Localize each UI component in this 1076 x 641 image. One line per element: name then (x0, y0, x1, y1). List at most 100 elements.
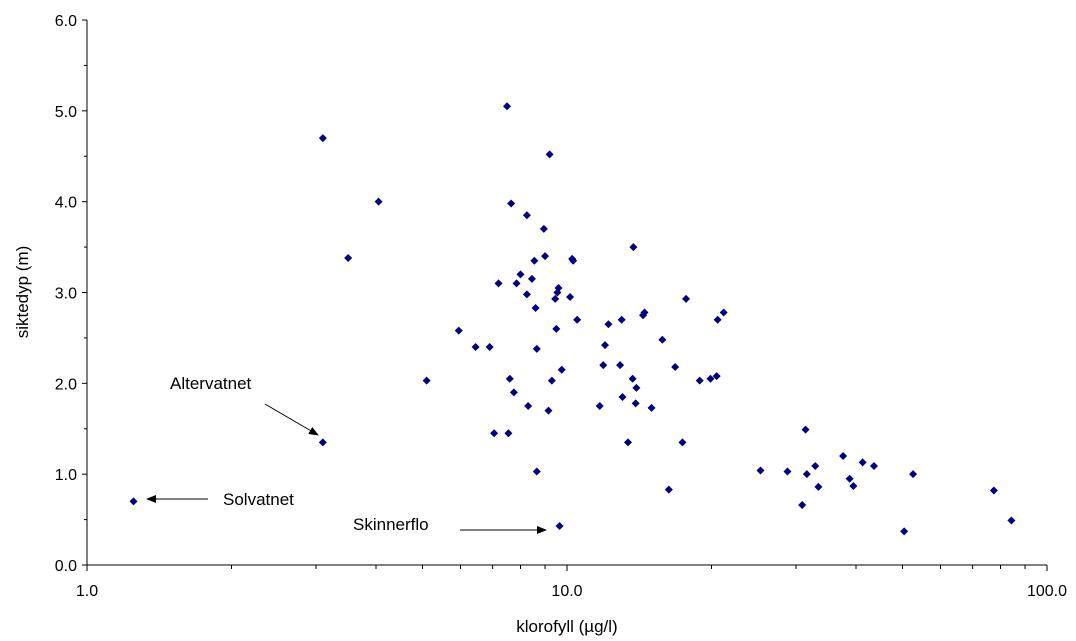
data-point (490, 429, 499, 438)
data-point (858, 458, 867, 467)
data-point (551, 294, 560, 303)
data-point (682, 294, 691, 303)
data-point (814, 482, 823, 491)
data-point (503, 102, 512, 111)
data-point (509, 388, 518, 397)
data-point (604, 320, 613, 329)
annotation-label-solvatnet: Solvatnet (223, 490, 294, 509)
data-point (658, 335, 667, 344)
data-point (802, 470, 811, 479)
data-point (706, 374, 715, 383)
data-point (849, 481, 858, 490)
data-point (522, 211, 531, 220)
data-point (318, 134, 327, 143)
data-points (129, 102, 1016, 536)
data-point (624, 438, 633, 447)
data-point (839, 452, 848, 460)
data-point (532, 344, 541, 353)
data-point (845, 474, 854, 483)
data-point (628, 374, 637, 383)
x-tick-label: 100.0 (1027, 583, 1067, 600)
x-axis-title: klorofyll (µg/l) (516, 617, 617, 636)
data-point (541, 252, 550, 261)
data-point (719, 308, 728, 317)
data-point (544, 406, 553, 415)
data-point (318, 438, 327, 447)
data-point (512, 279, 521, 288)
data-point (129, 497, 138, 506)
data-point (566, 293, 575, 302)
annotation-label-skinnerflo: Skinnerflo (353, 515, 429, 534)
data-point (552, 324, 561, 333)
data-point (522, 290, 531, 299)
data-point (617, 315, 626, 324)
data-point (504, 429, 513, 438)
data-point (454, 326, 463, 335)
data-point (471, 343, 480, 351)
data-point (601, 341, 610, 350)
data-point (664, 485, 673, 494)
y-axis-title: siktedyp (m) (13, 246, 32, 339)
data-point (530, 256, 539, 265)
data-point (545, 150, 554, 159)
data-point (547, 376, 556, 385)
x-axis-ticks: 1.0 10.0 100.0 (76, 565, 1067, 600)
data-point (640, 308, 649, 317)
data-point (631, 399, 640, 408)
data-point (539, 224, 548, 233)
data-point (505, 374, 514, 383)
data-point (989, 486, 998, 495)
data-point (647, 403, 656, 412)
annotation-label-altervatnet: Altervatnet (170, 374, 252, 393)
y-tick-label: 3.0 (55, 286, 77, 303)
y-tick-label: 4.0 (55, 195, 77, 212)
plot-area (86, 20, 1047, 566)
y-tick-label: 0.0 (55, 558, 77, 575)
data-point (557, 365, 566, 374)
y-tick-label: 5.0 (55, 104, 77, 121)
data-point (507, 199, 516, 208)
data-point (671, 362, 680, 371)
y-tick-label: 6.0 (55, 13, 77, 30)
data-point (555, 521, 564, 530)
y-axis-ticks: 0.0 1.0 2.0 3.0 4.0 5.0 6.0 (55, 13, 87, 575)
data-point (527, 274, 536, 283)
data-point (532, 467, 541, 476)
data-point (485, 343, 494, 351)
annotation-solvatnet: Solvatnet (146, 490, 294, 509)
data-point (869, 461, 878, 470)
data-point (629, 243, 638, 252)
annotation-arrow-altervatnet (264, 403, 319, 436)
data-point (524, 402, 533, 411)
data-point (569, 256, 578, 265)
y-tick-label: 1.0 (55, 467, 77, 484)
data-point (516, 270, 525, 279)
data-point (422, 376, 431, 385)
data-point (1007, 516, 1016, 525)
x-tick-label: 10.0 (551, 583, 582, 600)
data-point (783, 467, 792, 476)
data-point (798, 501, 807, 510)
data-point (900, 527, 909, 536)
data-point (756, 466, 765, 475)
data-point (618, 392, 627, 401)
annotation-skinnerflo: Skinnerflo (353, 515, 547, 534)
data-point (494, 279, 503, 288)
data-point (632, 383, 641, 392)
data-point (678, 438, 687, 447)
data-point (801, 425, 810, 434)
annotation-altervatnet: Altervatnet (170, 374, 319, 436)
data-point (344, 253, 353, 262)
data-point (695, 376, 704, 385)
data-point (554, 283, 563, 292)
data-point (573, 315, 582, 324)
data-point (713, 315, 722, 324)
data-point (811, 461, 820, 470)
data-point (595, 402, 604, 411)
data-point (531, 303, 540, 312)
data-point (599, 361, 608, 370)
data-point (909, 470, 918, 479)
x-tick-label: 1.0 (76, 583, 98, 600)
y-tick-label: 2.0 (55, 376, 77, 393)
